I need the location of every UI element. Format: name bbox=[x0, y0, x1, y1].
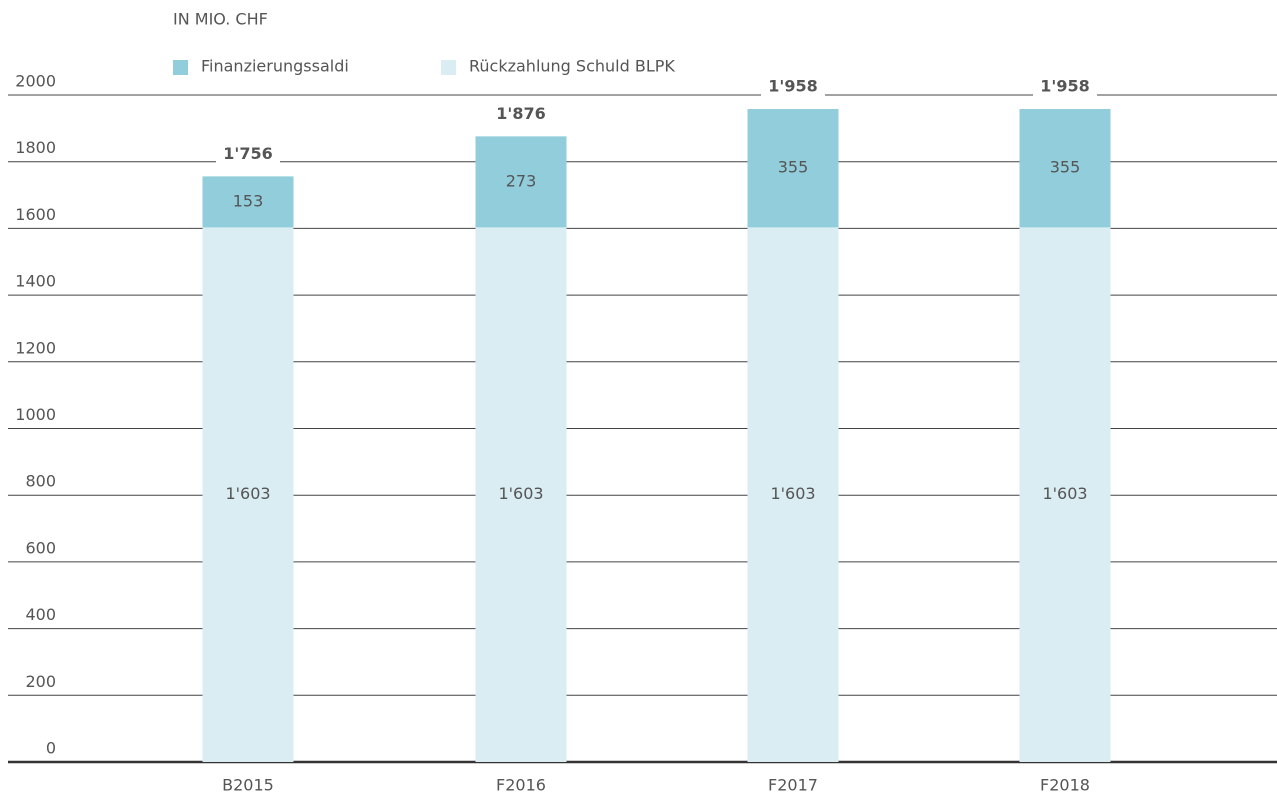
total-label-bg bbox=[1033, 75, 1097, 100]
bar-segment bbox=[475, 227, 567, 762]
y-tick-label: 600 bbox=[25, 538, 56, 557]
bar-segment bbox=[202, 227, 294, 762]
value-label: 355 bbox=[778, 158, 809, 177]
value-label: 1'603 bbox=[1042, 484, 1087, 503]
chart-subtitle: IN MIO. CHF bbox=[173, 10, 268, 29]
total-label-bg bbox=[761, 75, 825, 100]
bar-segment bbox=[202, 176, 294, 228]
total-label: 1'958 bbox=[1040, 77, 1089, 96]
total-label: 1'958 bbox=[768, 77, 817, 96]
x-tick-label: F2017 bbox=[768, 776, 818, 795]
value-label: 153 bbox=[233, 191, 264, 210]
value-label: 1'603 bbox=[225, 484, 270, 503]
legend-label: Rückzahlung Schuld BLPK bbox=[469, 57, 675, 76]
legend-label: Finanzierungssaldi bbox=[201, 57, 349, 76]
value-label: 355 bbox=[1050, 158, 1081, 177]
legend-swatch bbox=[441, 60, 456, 75]
y-tick-label: 1000 bbox=[15, 405, 56, 424]
bar-segment bbox=[1019, 109, 1111, 228]
value-label: 1'603 bbox=[770, 484, 815, 503]
total-label-bg bbox=[216, 142, 280, 167]
x-tick-label: F2016 bbox=[496, 776, 546, 795]
total-label-bg bbox=[489, 102, 553, 127]
total-label: 1'876 bbox=[496, 104, 545, 123]
y-tick-label: 1600 bbox=[15, 205, 56, 224]
value-label: 273 bbox=[506, 171, 537, 190]
legend-swatch bbox=[173, 60, 188, 75]
y-tick-label: 1800 bbox=[15, 138, 56, 157]
y-tick-label: 800 bbox=[25, 472, 56, 491]
bar-segment bbox=[475, 136, 567, 228]
y-tick-label: 1200 bbox=[15, 338, 56, 357]
value-label: 1'603 bbox=[498, 484, 543, 503]
x-tick-label: B2015 bbox=[222, 776, 274, 795]
y-tick-label: 400 bbox=[25, 605, 56, 624]
bar-segment bbox=[1019, 227, 1111, 762]
y-tick-label: 1400 bbox=[15, 272, 56, 291]
x-tick-label: F2018 bbox=[1040, 776, 1090, 795]
bar-segment bbox=[747, 227, 839, 762]
y-tick-label: 200 bbox=[25, 672, 56, 691]
total-label: 1'756 bbox=[223, 144, 272, 163]
y-tick-label: 0 bbox=[46, 739, 56, 758]
bar-segment bbox=[747, 109, 839, 228]
y-tick-label: 2000 bbox=[15, 72, 56, 91]
